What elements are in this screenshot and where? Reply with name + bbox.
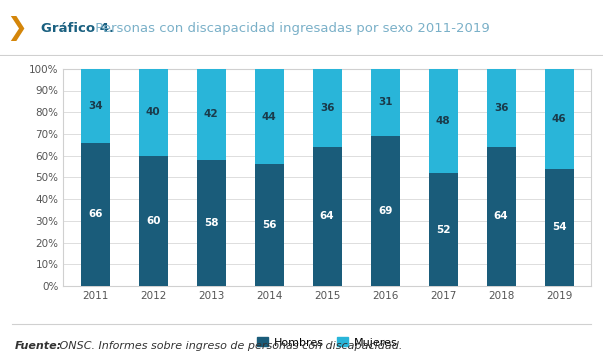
Bar — [139, 156, 168, 286]
Bar — [487, 69, 516, 147]
Text: 66: 66 — [88, 209, 103, 219]
Text: 64: 64 — [320, 211, 335, 222]
Text: Fuente:: Fuente: — [15, 341, 62, 351]
Bar — [197, 160, 226, 286]
Bar — [197, 69, 226, 160]
Text: 40: 40 — [146, 107, 160, 117]
Bar — [139, 69, 168, 156]
Text: Personas con discapacidad ingresadas por sexo 2011-2019: Personas con discapacidad ingresadas por… — [91, 22, 490, 34]
Bar — [487, 147, 516, 286]
Text: 54: 54 — [552, 222, 566, 232]
Text: 52: 52 — [436, 224, 450, 235]
Bar — [429, 69, 458, 173]
Text: ONSC. Informes sobre ingreso de personas con discapacidad.: ONSC. Informes sobre ingreso de personas… — [56, 341, 402, 351]
Text: 31: 31 — [378, 97, 393, 108]
Text: ❯: ❯ — [7, 16, 27, 41]
Bar — [545, 69, 573, 169]
Text: 34: 34 — [88, 101, 103, 111]
Text: 69: 69 — [378, 206, 393, 216]
Text: 56: 56 — [262, 220, 276, 230]
Bar — [254, 164, 283, 286]
Text: Gráfico 4.: Gráfico 4. — [41, 22, 114, 34]
Bar — [81, 143, 110, 286]
Text: 58: 58 — [204, 218, 218, 228]
Bar — [545, 169, 573, 286]
Text: 36: 36 — [320, 103, 335, 113]
Bar — [312, 69, 342, 147]
Text: 48: 48 — [436, 116, 450, 126]
Bar — [312, 147, 342, 286]
Text: 46: 46 — [552, 114, 566, 124]
Bar — [371, 136, 400, 286]
Bar — [429, 173, 458, 286]
Text: 60: 60 — [146, 216, 160, 226]
Legend: Hombres, Mujeres: Hombres, Mujeres — [253, 333, 402, 352]
Text: 42: 42 — [204, 109, 218, 119]
Text: 44: 44 — [262, 111, 277, 122]
Text: 36: 36 — [494, 103, 508, 113]
Bar — [81, 69, 110, 143]
Text: 64: 64 — [494, 211, 508, 222]
Bar — [254, 69, 283, 164]
Bar — [371, 69, 400, 136]
